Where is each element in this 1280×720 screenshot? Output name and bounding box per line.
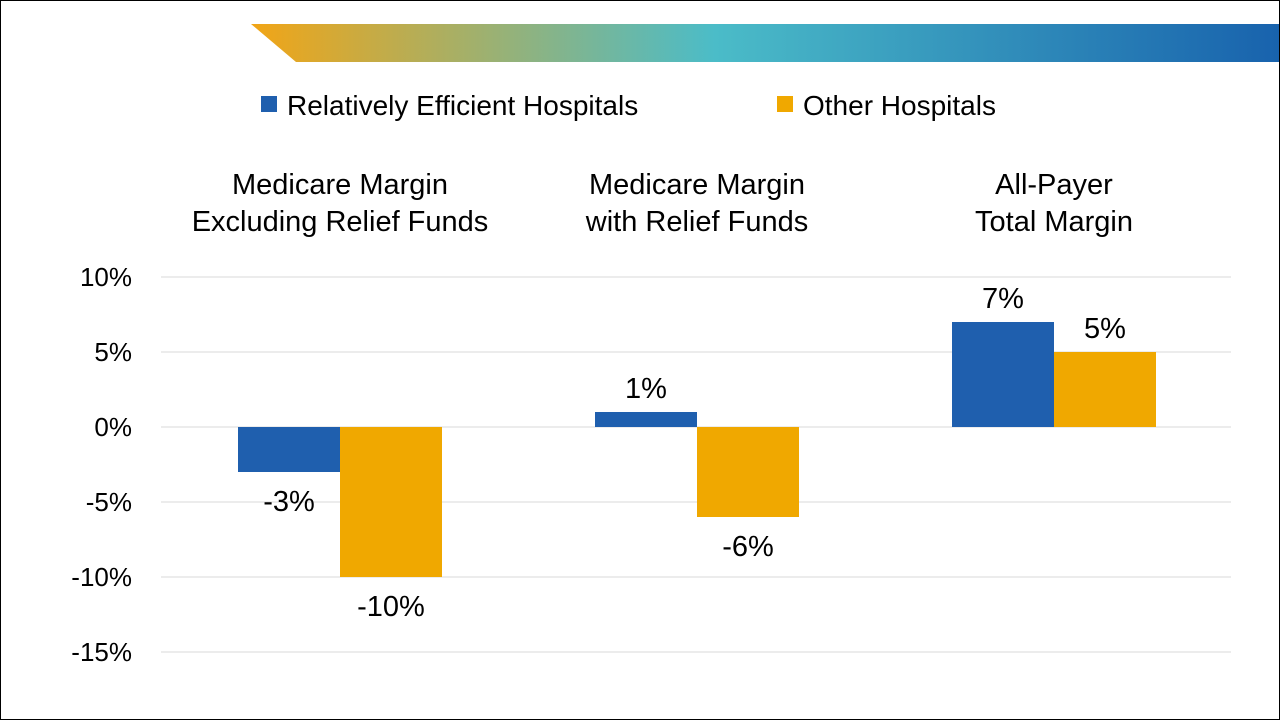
data-label: -10% (357, 591, 425, 623)
bar-2 (697, 427, 799, 517)
category-label: Total Margin (975, 206, 1133, 238)
header-gradient-banner (251, 24, 1279, 62)
bar-1 (238, 427, 340, 472)
data-label: -6% (722, 531, 774, 563)
data-label: 1% (625, 373, 667, 405)
legend-swatch-1 (261, 96, 277, 112)
bar-2 (1054, 352, 1156, 427)
y-tick-label: 0% (94, 412, 132, 442)
category-label: Medicare Margin (232, 169, 448, 201)
legend-label-2: Other Hospitals (803, 90, 996, 121)
legend-label-1: Relatively Efficient Hospitals (287, 90, 638, 121)
category-label: Excluding Relief Funds (192, 206, 489, 238)
data-label: 5% (1084, 313, 1126, 345)
category-label: with Relief Funds (585, 206, 808, 238)
y-tick-label: 10% (80, 262, 132, 292)
y-tick-label: -10% (71, 562, 132, 592)
legend-swatch-2 (777, 96, 793, 112)
category-label: Medicare Margin (589, 169, 805, 201)
data-label: 7% (982, 283, 1024, 315)
data-label: -3% (263, 486, 315, 518)
bar-1 (952, 322, 1054, 427)
y-tick-label: 5% (94, 337, 132, 367)
category-label: All-Payer (995, 169, 1113, 201)
y-tick-label: -15% (71, 637, 132, 667)
bar-1 (595, 412, 697, 427)
bar-2 (340, 427, 442, 577)
y-tick-label: -5% (86, 487, 132, 517)
